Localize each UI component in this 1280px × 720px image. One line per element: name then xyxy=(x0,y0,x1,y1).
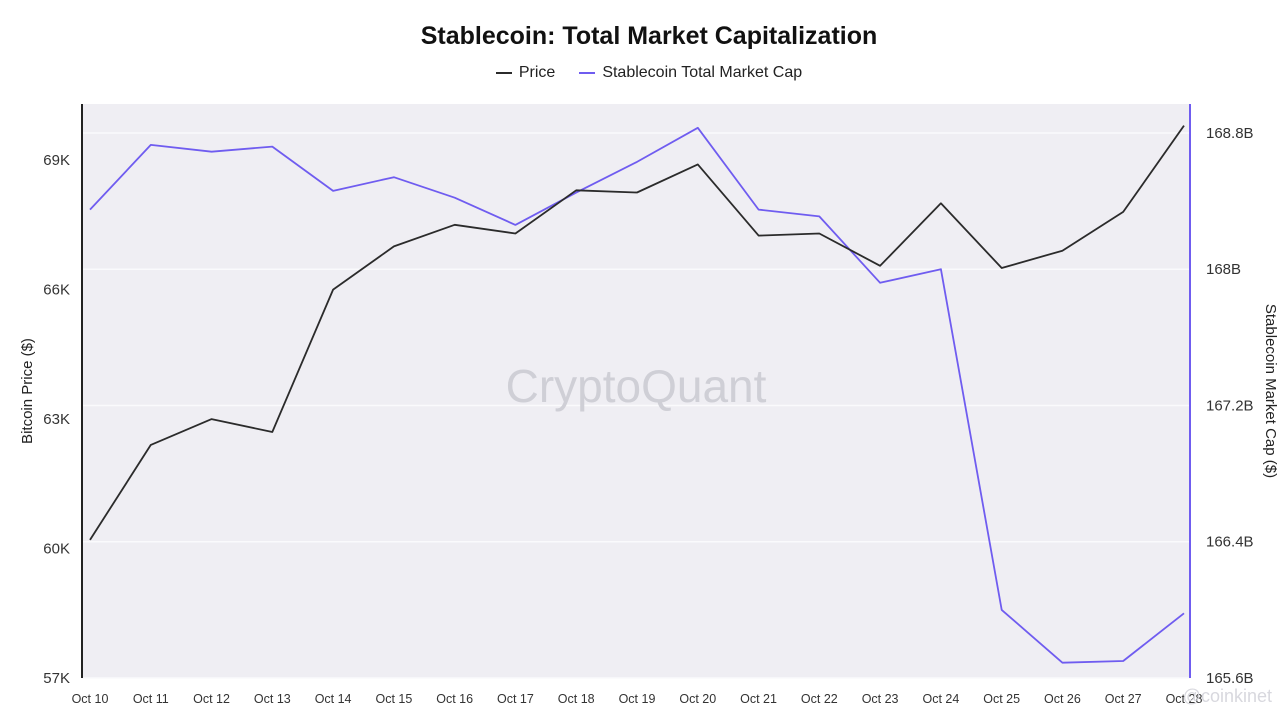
x-tick-label: Oct 16 xyxy=(436,692,473,706)
x-tick-label: Oct 24 xyxy=(922,692,959,706)
right-axis-ticks: 165.6B 166.4B 167.2B 168B 168.8B xyxy=(1206,125,1254,687)
x-tick-label: Oct 21 xyxy=(740,692,777,706)
legend-swatch-stablecoin xyxy=(579,72,596,74)
x-tick-label: Oct 12 xyxy=(193,692,230,706)
left-tick-label: 57K xyxy=(43,670,70,687)
x-tick-label: Oct 22 xyxy=(801,692,838,706)
legend: Price Stablecoin Total Market Cap xyxy=(0,64,1280,82)
right-tick-label: 166.4B xyxy=(1206,534,1254,551)
right-axis-label: Stablecoin Market Cap ($) xyxy=(1262,304,1279,478)
legend-label-price: Price xyxy=(518,64,556,81)
x-tick-label: Oct 19 xyxy=(619,692,656,706)
left-tick-label: 63K xyxy=(43,411,70,428)
x-tick-label: Oct 27 xyxy=(1105,692,1142,706)
x-tick-label: Oct 25 xyxy=(983,692,1020,706)
right-tick-label: 168B xyxy=(1206,261,1241,278)
left-axis-label: Bitcoin Price ($) xyxy=(19,338,36,444)
plot-area xyxy=(82,104,1190,678)
chart-title: Stablecoin: Total Market Capitalization xyxy=(420,22,878,50)
legend-swatch-price xyxy=(495,72,512,74)
x-tick-label: Oct 11 xyxy=(133,692,169,706)
x-axis-ticks: Oct 10 Oct 11 Oct 12 Oct 13 Oct 14 Oct 15 Oct … xyxy=(72,692,1203,706)
x-tick-label: Oct 20 xyxy=(679,692,716,706)
right-tick-label: 165.6B xyxy=(1206,670,1254,687)
left-axis-ticks: 57K 60K 63K 66K 69K xyxy=(43,152,70,687)
grid-lines xyxy=(82,132,1190,679)
x-tick-label: Oct 10 xyxy=(72,692,109,706)
left-tick-label: 69K xyxy=(43,152,70,169)
x-tick-label: Oct 26 xyxy=(1044,692,1081,706)
x-tick-label: Oct 28 xyxy=(1166,692,1203,706)
series-line-stablecoin xyxy=(89,126,1185,664)
right-tick-label: 167.2B xyxy=(1206,397,1254,414)
legend-item-price[interactable]: Price xyxy=(495,64,556,82)
right-tick-label: 168.8B xyxy=(1206,125,1254,142)
x-tick-label: Oct 14 xyxy=(315,692,352,706)
x-tick-label: Oct 18 xyxy=(558,692,595,706)
legend-item-stablecoin[interactable]: Stablecoin Total Market Cap xyxy=(579,64,802,82)
watermark: CryptoQuant xyxy=(506,360,767,412)
legend-label-stablecoin: Stablecoin Total Market Cap xyxy=(602,64,803,81)
footer-watermark: @coinkinet xyxy=(1183,686,1272,706)
left-tick-label: 60K xyxy=(43,541,70,558)
left-tick-label: 66K xyxy=(43,282,70,299)
axes xyxy=(81,104,1191,678)
x-tick-label: Oct 15 xyxy=(375,692,412,706)
x-tick-label: Oct 17 xyxy=(497,692,534,706)
x-tick-label: Oct 23 xyxy=(862,692,899,706)
series-lines xyxy=(89,125,1185,664)
series-line-price xyxy=(89,125,1185,541)
x-tick-label: Oct 13 xyxy=(254,692,291,706)
